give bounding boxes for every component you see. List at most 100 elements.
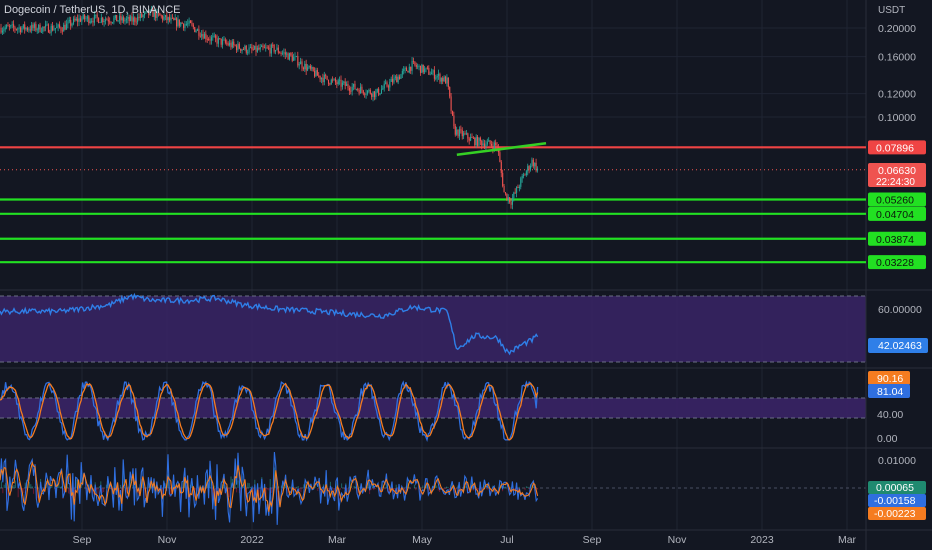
candle-body [174,18,176,21]
candle-body [347,84,349,88]
macd-histogram-bar [237,480,239,488]
candle-body [185,24,187,25]
candle-body [517,186,519,189]
candle-body [530,165,532,170]
candle-body [144,12,146,16]
macd-histogram-bar [289,486,291,488]
candle-body [217,38,219,44]
macd-histogram-bar [422,485,424,488]
horizontal-levels[interactable] [0,146,866,264]
candle-body [206,38,208,40]
macd-histogram-bar [59,486,61,488]
stoch-axis-tick: 40.00 [877,409,903,421]
candle-body [42,26,44,32]
candle-body [169,17,171,21]
candle-body [314,71,316,77]
macd-histogram-bar [28,481,30,488]
candle-body [399,76,401,79]
macd-histogram-bar [408,486,410,488]
last-price-value: 0.06630 [878,165,916,177]
candle-body [390,78,392,82]
time-axis[interactable]: Sep Nov 2022 Mar May Jul Sep Nov 2023 Mar [73,534,857,546]
candle-body [503,186,505,193]
macd-histogram-bar [532,486,534,488]
candle-body [293,57,295,61]
stoch-d-line [0,382,539,441]
macd-histogram-bar [517,488,519,493]
macd-histogram-bar [294,488,296,491]
candle-body [290,53,292,56]
candle-body [461,130,463,137]
candle-body [78,18,80,22]
candle-body [86,16,88,19]
candle-body [478,137,480,146]
candle-body [181,22,183,24]
trendline[interactable] [456,142,547,157]
candle-body [142,15,144,18]
candle-body [242,49,245,51]
macd-histogram-bar [229,488,231,498]
candle-body [394,76,396,78]
candle-body [309,65,311,69]
candle-body [111,22,114,24]
candle-body [219,38,221,40]
candle-body [50,25,52,33]
price-axis[interactable]: 0.20000 0.16000 0.12000 0.10000 [878,23,916,124]
macd-histogram-bar [419,488,421,496]
time-axis-tick: 2022 [240,534,264,546]
candle-body [199,35,201,37]
candle-body [24,24,26,30]
candle-body [252,49,254,50]
candle-body [21,27,23,33]
macd-histogram-bar [370,488,372,491]
candle-body [192,24,194,28]
candle-body [337,80,339,85]
candle-body [504,192,507,194]
candle-body [327,79,330,84]
macd-histogram-bar [230,476,232,488]
macd-histogram-bar [339,488,341,490]
candle-body [92,21,94,23]
candle-body [280,53,282,54]
macd-histogram-bar [297,486,299,488]
macd-histogram-bar [371,484,373,488]
candle-body [93,15,95,23]
candle-body [336,82,338,85]
candle-body [159,13,161,16]
candle-body [440,77,442,82]
macd-histogram-bar [317,488,319,491]
candle-body [256,47,258,52]
macd-histogram-bar [524,488,526,491]
macd-histogram-bar [73,488,75,499]
candle-body [470,136,472,141]
candle-body [488,140,490,142]
candle-body [1,30,3,33]
macd-histogram-bar [33,488,35,494]
last-price-tag [868,163,926,187]
macd-histogram-bar [399,488,401,490]
candle-body [220,38,222,45]
candle-body [171,17,173,19]
stoch-k-value: 90.16 [877,373,903,385]
candle-body [439,73,441,82]
candle-body [132,17,134,22]
candle-body [518,186,520,189]
candle-body [401,71,403,75]
candle-body [472,137,474,139]
macd-histogram-bar [209,478,211,488]
candle-body [173,18,175,21]
price-level-value: 0.03874 [876,234,914,246]
candle-body [474,138,476,146]
macd-histogram-bar [378,488,380,493]
macd-histogram-bar [269,479,271,488]
candle-body [100,17,102,23]
candle-body [397,76,399,83]
candle-body [514,192,516,194]
candle-body [453,115,455,127]
candle-body [322,77,324,83]
macd-histogram-bar [434,484,436,488]
candle-body [297,56,299,66]
time-axis-tick: Nov [668,534,687,546]
candle-body [507,197,509,201]
